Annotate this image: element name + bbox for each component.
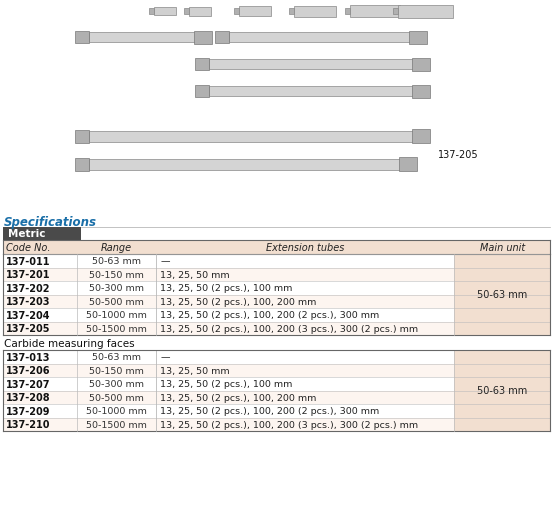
Bar (234, 9, 239, 15)
Text: 50-300 mm: 50-300 mm (89, 284, 144, 293)
Bar (412, 59, 430, 71)
Bar (75, 158, 89, 171)
Text: 50-1000 mm: 50-1000 mm (86, 310, 147, 320)
Text: 50-500 mm: 50-500 mm (89, 393, 144, 402)
Text: 137-013: 137-013 (6, 352, 51, 362)
Text: 137-210: 137-210 (6, 419, 51, 430)
Bar (89, 33, 196, 43)
Bar (189, 8, 211, 16)
Text: Metric: Metric (8, 229, 46, 239)
Text: 13, 25, 50 (2 pcs.), 100 mm: 13, 25, 50 (2 pcs.), 100 mm (160, 284, 292, 293)
Text: 13, 25, 50 (2 pcs.), 100, 200 (2 pcs.), 300 mm: 13, 25, 50 (2 pcs.), 100, 200 (2 pcs.), … (160, 407, 379, 415)
Bar (345, 9, 350, 15)
Text: 137-208: 137-208 (6, 392, 51, 403)
Bar (3, 364, 454, 377)
Bar (3, 295, 454, 308)
Text: —: — (160, 257, 170, 266)
Bar (412, 86, 430, 98)
Bar (195, 59, 209, 71)
Text: 137-205: 137-205 (6, 324, 51, 333)
Text: Code No.: Code No. (6, 242, 51, 252)
Bar (454, 254, 550, 335)
Bar (3, 241, 550, 254)
Bar (399, 158, 417, 172)
Text: 50-63 mm: 50-63 mm (477, 386, 527, 395)
Bar (397, 6, 453, 18)
Bar (229, 33, 411, 43)
Bar (184, 9, 189, 15)
Text: 50-150 mm: 50-150 mm (89, 270, 144, 279)
Bar (392, 9, 397, 15)
Text: Main unit: Main unit (479, 242, 525, 252)
Bar (209, 87, 414, 97)
Bar (3, 228, 81, 241)
Text: 50-1000 mm: 50-1000 mm (86, 407, 147, 415)
Text: 137-205: 137-205 (438, 150, 479, 160)
Text: 137-209: 137-209 (6, 406, 51, 416)
Text: 13, 25, 50 (2 pcs.), 100, 200 (2 pcs.), 300 mm: 13, 25, 50 (2 pcs.), 100, 200 (2 pcs.), … (160, 310, 379, 320)
Bar (194, 32, 212, 44)
Bar (454, 350, 550, 431)
Bar (89, 159, 401, 170)
Text: Specifications: Specifications (4, 216, 97, 229)
Bar (409, 32, 427, 44)
Bar (209, 60, 414, 70)
Text: 137-207: 137-207 (6, 379, 51, 389)
Text: 137-204: 137-204 (6, 310, 51, 320)
Bar (3, 418, 454, 431)
Bar (412, 130, 430, 144)
Bar (3, 308, 454, 322)
Text: 50-63 mm: 50-63 mm (92, 257, 141, 266)
Bar (3, 404, 454, 418)
Bar (350, 6, 400, 18)
Bar (75, 130, 89, 143)
Bar (3, 268, 454, 281)
Bar (3, 350, 454, 364)
Text: 13, 25, 50 mm: 13, 25, 50 mm (160, 270, 230, 279)
Bar (239, 7, 271, 17)
Bar (89, 131, 414, 142)
Text: 137-203: 137-203 (6, 297, 51, 306)
Bar (149, 9, 154, 15)
Bar (289, 9, 294, 15)
Text: 137-011: 137-011 (6, 256, 51, 266)
Text: 13, 25, 50 (2 pcs.), 100 mm: 13, 25, 50 (2 pcs.), 100 mm (160, 380, 292, 388)
Bar (75, 32, 89, 44)
Text: 50-150 mm: 50-150 mm (89, 366, 144, 375)
Text: 137-202: 137-202 (6, 283, 51, 293)
Text: 50-63 mm: 50-63 mm (92, 353, 141, 361)
Text: 50-500 mm: 50-500 mm (89, 297, 144, 306)
Bar (294, 7, 336, 17)
Bar (3, 377, 454, 391)
Text: 137-201: 137-201 (6, 270, 51, 280)
Bar (215, 32, 229, 44)
Text: 50-1500 mm: 50-1500 mm (86, 324, 147, 333)
Bar (154, 8, 176, 16)
Text: 13, 25, 50 mm: 13, 25, 50 mm (160, 366, 230, 375)
Text: Range: Range (101, 242, 132, 252)
Text: 13, 25, 50 (2 pcs.), 100, 200 (3 pcs.), 300 (2 pcs.) mm: 13, 25, 50 (2 pcs.), 100, 200 (3 pcs.), … (160, 324, 418, 333)
Bar (3, 391, 454, 404)
Bar (3, 281, 454, 295)
Text: 50-63 mm: 50-63 mm (477, 290, 527, 300)
Bar (195, 86, 209, 98)
Text: —: — (160, 353, 170, 361)
Text: 13, 25, 50 (2 pcs.), 100, 200 (3 pcs.), 300 (2 pcs.) mm: 13, 25, 50 (2 pcs.), 100, 200 (3 pcs.), … (160, 420, 418, 429)
Text: Carbide measuring faces: Carbide measuring faces (4, 338, 134, 348)
Bar (3, 254, 454, 268)
Text: 50-1500 mm: 50-1500 mm (86, 420, 147, 429)
Text: 137-206: 137-206 (6, 365, 51, 376)
Bar (3, 322, 454, 335)
Text: 50-300 mm: 50-300 mm (89, 380, 144, 388)
Text: 13, 25, 50 (2 pcs.), 100, 200 mm: 13, 25, 50 (2 pcs.), 100, 200 mm (160, 297, 316, 306)
Text: 13, 25, 50 (2 pcs.), 100, 200 mm: 13, 25, 50 (2 pcs.), 100, 200 mm (160, 393, 316, 402)
Text: Extension tubes: Extension tubes (266, 242, 344, 252)
